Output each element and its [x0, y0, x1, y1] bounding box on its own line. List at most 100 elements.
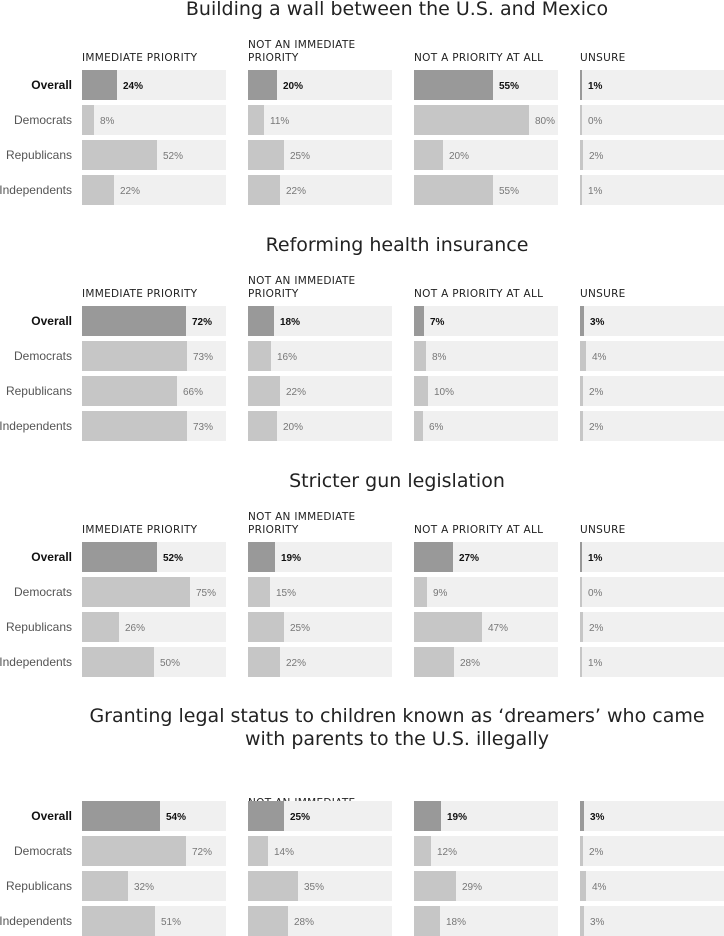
bar [580, 411, 583, 441]
value-label: 55% [499, 186, 519, 197]
bar [414, 105, 529, 135]
bar [414, 306, 424, 336]
value-label: 22% [286, 387, 306, 398]
bar [82, 647, 154, 677]
column-header: NOT A PRIORITY AT ALL [414, 524, 543, 536]
bar [82, 341, 187, 371]
bar [414, 871, 456, 901]
bar [82, 306, 186, 336]
bar [248, 341, 271, 371]
bar [82, 140, 157, 170]
value-label: 10% [434, 387, 454, 398]
bar [414, 70, 493, 100]
value-label: 7% [430, 317, 445, 328]
bar [248, 906, 288, 936]
bar [82, 175, 114, 205]
value-label: 4% [592, 352, 607, 363]
bar [82, 105, 94, 135]
value-label: 9% [433, 588, 448, 599]
bar-track [414, 836, 558, 866]
bar [414, 376, 428, 406]
bar-track [580, 411, 724, 441]
bar [580, 612, 583, 642]
row-label: Overall [31, 550, 72, 564]
value-label: 32% [134, 882, 154, 893]
value-label: 1% [588, 186, 603, 197]
bar-track [580, 306, 724, 336]
column-header: PRIORITY [248, 524, 299, 536]
column-header: IMMEDIATE PRIORITY [82, 52, 198, 64]
bar [82, 577, 190, 607]
value-label: 20% [283, 422, 303, 433]
bar [248, 306, 274, 336]
row-label: Democrats [14, 585, 72, 599]
value-label: 54% [166, 812, 186, 823]
row-label: Republicans [6, 384, 72, 398]
bar [248, 376, 280, 406]
bar [580, 542, 582, 572]
bar [82, 612, 119, 642]
bar [82, 70, 117, 100]
value-label: 22% [286, 658, 306, 669]
value-label: 72% [192, 847, 212, 858]
column-header: NOT A PRIORITY AT ALL [414, 288, 543, 300]
value-label: 25% [290, 151, 310, 162]
bar-track [414, 376, 558, 406]
bar [580, 836, 583, 866]
bar [580, 341, 586, 371]
bar-track [580, 341, 724, 371]
value-label: 8% [432, 352, 447, 363]
bar-track [82, 105, 226, 135]
panel-title: Granting legal status to children known … [89, 705, 704, 727]
row-label: Democrats [14, 113, 72, 127]
value-label: 28% [460, 658, 480, 669]
value-label: 51% [161, 917, 181, 928]
column-header: UNSURE [580, 288, 626, 300]
bar [414, 175, 493, 205]
bar [414, 906, 440, 936]
value-label: 2% [589, 847, 604, 858]
value-label: 27% [459, 553, 479, 564]
value-label: 12% [437, 847, 457, 858]
value-label: 18% [446, 917, 466, 928]
column-header: UNSURE [580, 524, 626, 536]
bar-track [414, 411, 558, 441]
bar [580, 175, 582, 205]
panel-title: Reforming health insurance [266, 234, 529, 256]
bar-track [580, 612, 724, 642]
bar [414, 836, 431, 866]
column-header: PRIORITY [248, 52, 299, 64]
bar [82, 836, 186, 866]
bar-track [580, 836, 724, 866]
bar [580, 801, 584, 831]
bar [82, 906, 155, 936]
column-header: NOT AN IMMEDIATE [248, 511, 356, 523]
bar-track [580, 376, 724, 406]
bar-track [580, 105, 724, 135]
column-header: NOT AN IMMEDIATE [248, 39, 356, 51]
bar [414, 577, 427, 607]
bar [414, 542, 453, 572]
bar [414, 341, 426, 371]
row-label: Democrats [14, 844, 72, 858]
value-label: 24% [123, 81, 143, 92]
value-label: 72% [192, 317, 212, 328]
bar-track [580, 542, 724, 572]
bar-track [414, 577, 558, 607]
bar-track [248, 341, 392, 371]
value-label: 25% [290, 812, 310, 823]
row-label: Republicans [6, 879, 72, 893]
column-header: IMMEDIATE PRIORITY [82, 288, 198, 300]
bar [248, 175, 280, 205]
row-label: Republicans [6, 148, 72, 162]
bar-track [248, 836, 392, 866]
value-label: 52% [163, 553, 183, 564]
value-label: 73% [193, 422, 213, 433]
row-label: Independents [0, 655, 72, 669]
value-label: 26% [125, 623, 145, 634]
bar [414, 801, 441, 831]
column-header: UNSURE [580, 52, 626, 64]
bar-track [580, 70, 724, 100]
value-label: 20% [449, 151, 469, 162]
value-label: 75% [196, 588, 216, 599]
